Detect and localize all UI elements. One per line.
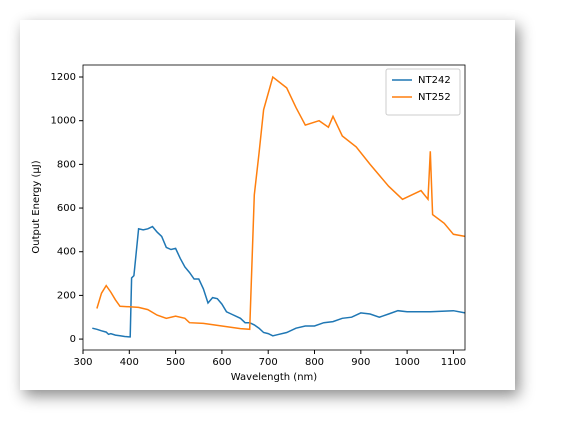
y-tick-label: 1000 (51, 116, 76, 127)
legend-label: NT242 (418, 75, 451, 86)
y-tick-label: 1200 (51, 72, 76, 83)
x-tick-label: 600 (212, 357, 231, 368)
x-tick-label: 300 (73, 357, 92, 368)
y-tick-label: 600 (57, 203, 76, 214)
line (92, 225, 466, 338)
x-tick-label: 900 (351, 357, 370, 368)
x-tick-label: 700 (259, 357, 278, 368)
line (96, 75, 466, 331)
y-tick-label: 800 (57, 159, 76, 170)
x-tick-label: 1100 (441, 357, 466, 368)
x-tick-label: 800 (305, 357, 324, 368)
plot-frame (82, 64, 466, 351)
y-axis-label: Output Energy (μJ) (31, 160, 42, 253)
y-tick-label: 200 (57, 290, 76, 301)
legend-label: NT252 (418, 92, 451, 103)
x-tick-label: 400 (120, 357, 139, 368)
x-tick-label: 1000 (394, 357, 419, 368)
y-tick-label: 0 (70, 334, 76, 345)
x-tick-label: 500 (166, 357, 185, 368)
y-tick-label: 400 (57, 247, 76, 258)
x-axis-label: Wavelength (nm) (231, 372, 317, 383)
